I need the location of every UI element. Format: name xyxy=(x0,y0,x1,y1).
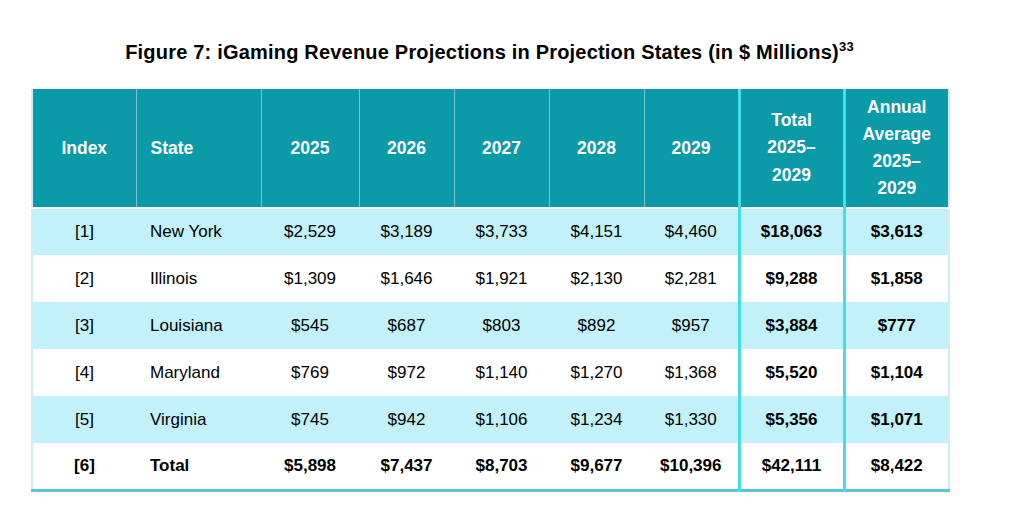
year-2027-cell: $803 xyxy=(454,302,549,349)
year-2026-cell: $3,189 xyxy=(359,208,454,255)
table-row: [2] Illinois $1,309 $1,646 $1,921 $2,130… xyxy=(32,255,949,302)
header-index: Index xyxy=(32,89,136,208)
state-cell: New York xyxy=(136,208,261,255)
year-2026-cell: $1,646 xyxy=(359,255,454,302)
year-2026-cell: $972 xyxy=(359,349,454,396)
year-2026-cell: $942 xyxy=(359,396,454,443)
header-2029: 2029 xyxy=(644,89,739,208)
figure-page: Figure 7: iGaming Revenue Projections in… xyxy=(0,0,1024,527)
total-cell: $9,288 xyxy=(739,255,844,302)
year-2025-cell: $5,898 xyxy=(261,443,359,490)
header-2025: 2025 xyxy=(261,89,359,208)
year-2029-cell: $10,396 xyxy=(644,443,739,490)
table-row: [4] Maryland $769 $972 $1,140 $1,270 $1,… xyxy=(32,349,949,396)
year-2028-cell: $1,270 xyxy=(549,349,644,396)
annual-average-cell: $1,858 xyxy=(844,255,949,302)
year-2027-cell: $1,140 xyxy=(454,349,549,396)
year-2027-cell: $8,703 xyxy=(454,443,549,490)
index-cell: [4] xyxy=(32,349,136,396)
table-row: [3] Louisiana $545 $687 $803 $892 $957 $… xyxy=(32,302,949,349)
year-2029-cell: $1,368 xyxy=(644,349,739,396)
total-cell: $42,111 xyxy=(739,443,844,490)
index-cell: [6] xyxy=(32,443,136,490)
total-cell: $5,520 xyxy=(739,349,844,396)
state-cell: Virginia xyxy=(136,396,261,443)
header-2027: 2027 xyxy=(454,89,549,208)
annual-average-cell: $3,613 xyxy=(844,208,949,255)
year-2029-cell: $1,330 xyxy=(644,396,739,443)
header-2026: 2026 xyxy=(359,89,454,208)
index-cell: [5] xyxy=(32,396,136,443)
table-row: [6] Total $5,898 $7,437 $8,703 $9,677 $1… xyxy=(32,443,949,490)
header-row: Index State 2025 2026 2027 2028 2029 Tot… xyxy=(32,89,949,208)
year-2025-cell: $769 xyxy=(261,349,359,396)
year-2025-cell: $745 xyxy=(261,396,359,443)
year-2029-cell: $957 xyxy=(644,302,739,349)
index-cell: [3] xyxy=(32,302,136,349)
figure-title-text: Figure 7: iGaming Revenue Projections in… xyxy=(125,41,839,63)
year-2029-cell: $2,281 xyxy=(644,255,739,302)
state-cell: Maryland xyxy=(136,349,261,396)
figure-title: Figure 7: iGaming Revenue Projections in… xyxy=(31,41,948,64)
year-2028-cell: $1,234 xyxy=(549,396,644,443)
state-cell: Louisiana xyxy=(136,302,261,349)
year-2025-cell: $545 xyxy=(261,302,359,349)
year-2028-cell: $4,151 xyxy=(549,208,644,255)
table-header: Index State 2025 2026 2027 2028 2029 Tot… xyxy=(32,89,949,208)
header-2028: 2028 xyxy=(549,89,644,208)
annual-average-cell: $8,422 xyxy=(844,443,949,490)
year-2027-cell: $3,733 xyxy=(454,208,549,255)
header-annual-average: Annual Average 2025– 2029 xyxy=(844,89,949,208)
year-2025-cell: $1,309 xyxy=(261,255,359,302)
projection-table: Index State 2025 2026 2027 2028 2029 Tot… xyxy=(31,89,950,492)
table-row: [1] New York $2,529 $3,189 $3,733 $4,151… xyxy=(32,208,949,255)
header-total: Total 2025– 2029 xyxy=(739,89,844,208)
projection-table-container: Index State 2025 2026 2027 2028 2029 Tot… xyxy=(31,89,950,492)
total-cell: $3,884 xyxy=(739,302,844,349)
year-2028-cell: $892 xyxy=(549,302,644,349)
year-2027-cell: $1,921 xyxy=(454,255,549,302)
year-2026-cell: $687 xyxy=(359,302,454,349)
year-2026-cell: $7,437 xyxy=(359,443,454,490)
year-2028-cell: $2,130 xyxy=(549,255,644,302)
table-row: [5] Virginia $745 $942 $1,106 $1,234 $1,… xyxy=(32,396,949,443)
total-cell: $5,356 xyxy=(739,396,844,443)
state-cell: Illinois xyxy=(136,255,261,302)
index-cell: [2] xyxy=(32,255,136,302)
header-state: State xyxy=(136,89,261,208)
annual-average-cell: $1,104 xyxy=(844,349,949,396)
state-cell: Total xyxy=(136,443,261,490)
year-2029-cell: $4,460 xyxy=(644,208,739,255)
annual-average-cell: $1,071 xyxy=(844,396,949,443)
year-2027-cell: $1,106 xyxy=(454,396,549,443)
annual-average-cell: $777 xyxy=(844,302,949,349)
footnote-reference: 33 xyxy=(839,39,854,54)
table-body: [1] New York $2,529 $3,189 $3,733 $4,151… xyxy=(32,208,949,490)
total-cell: $18,063 xyxy=(739,208,844,255)
year-2028-cell: $9,677 xyxy=(549,443,644,490)
year-2025-cell: $2,529 xyxy=(261,208,359,255)
index-cell: [1] xyxy=(32,208,136,255)
